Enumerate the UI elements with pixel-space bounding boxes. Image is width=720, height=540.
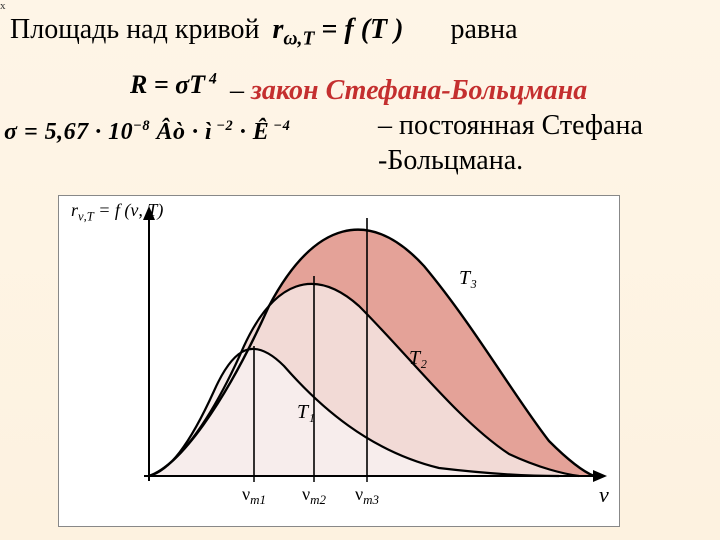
law-label: закон Стефана-Больцмана — [251, 75, 587, 106]
const-line1: – постоянная Стефана — [378, 110, 643, 141]
curve-label-T2: T₂ — [409, 347, 427, 369]
sigma-constant-formula: σ = 5,67 · 10−8 Âò · ì −2 · Ê −4 — [4, 118, 290, 146]
law-line: – закон Стефана-Больцмана — [230, 75, 587, 107]
y-axis-label: rν,T = f (ν, T) — [71, 200, 163, 225]
blackbody-spectrum-chart: rν,T = f (ν, T) T₁T₂T₃νm1νm2νm3ν — [58, 195, 620, 527]
header-post: равна — [450, 14, 517, 45]
chart-svg: T₁T₂T₃νm1νm2νm3ν — [59, 196, 619, 526]
const-line2: -Больцмана. — [378, 145, 523, 176]
header-pre: Площадь над кривой — [10, 14, 259, 45]
corner-mark: x — [0, 0, 6, 12]
stefan-boltzmann-formula: R = σT 4 — [130, 70, 217, 100]
x-axis-label: ν — [599, 482, 609, 507]
curve-label-T3: T₃ — [459, 267, 477, 289]
curve-label-T1: T₁ — [297, 401, 315, 423]
header-formula: rω,T = f (T ) — [272, 14, 403, 45]
header-line: Площадь над кривой rω,T = f (T ) равна — [10, 14, 518, 51]
law-dash: – — [230, 75, 244, 106]
constant-description: – постоянная Стефана -Больцмана. — [378, 108, 643, 178]
